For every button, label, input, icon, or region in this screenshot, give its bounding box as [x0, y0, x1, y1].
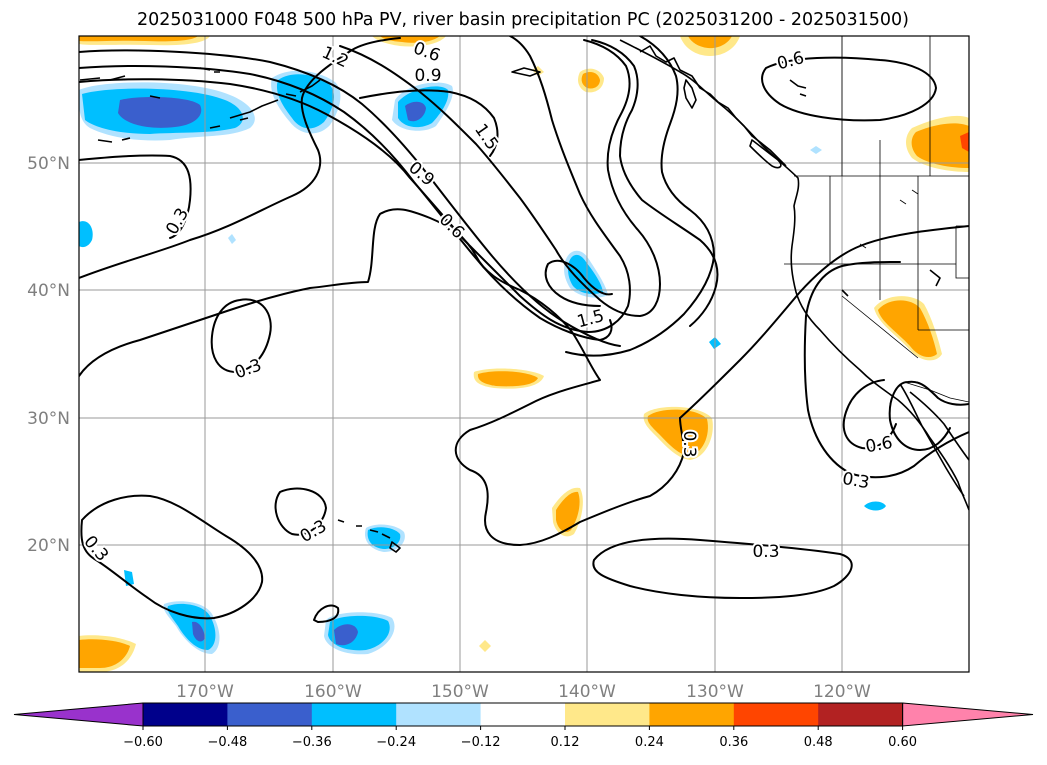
colorbar-tick-label: 0.60 [888, 735, 917, 750]
gulf-of-california [909, 391, 969, 461]
colorbar-box [396, 703, 482, 726]
contour-1.2-jet [79, 49, 621, 347]
contour-label: 0.3 [752, 542, 779, 562]
contour-0.3-sw [80, 494, 264, 620]
lat-label-50n: 50°N [27, 154, 70, 174]
small-island [789, 79, 807, 97]
colorbar-tick-label: 0.12 [551, 735, 580, 750]
contour-0.6-jet [79, 36, 631, 333]
contour-0.9-east [565, 36, 715, 357]
latitude-labels: 50°N 40°N 30°N 20°N [27, 154, 70, 556]
map-background [79, 36, 969, 672]
contour-label: 0.3 [679, 430, 699, 457]
contour-1.5-jet [339, 39, 661, 317]
contour-0.3-loop [313, 604, 340, 623]
contour-0.6-cal [842, 379, 897, 450]
map-title: 2025031000 F048 500 hPa PV, river basin … [137, 10, 909, 30]
colorbar-tick-label: −0.36 [292, 735, 332, 750]
contour-0.3-main [79, 154, 192, 239]
pv-contours [79, 36, 969, 623]
colorbar-tick-label: −0.12 [461, 735, 501, 750]
negative-region-158w-core [334, 624, 358, 646]
contour-0.3-cal [803, 261, 969, 479]
lon-label-120w: 120°W [813, 682, 871, 702]
positive-region-small [479, 640, 491, 652]
positive-region-ne [911, 123, 969, 168]
colorbar-box [480, 703, 566, 726]
lon-label-160w: 160°W [304, 682, 362, 702]
positive-region-sw [79, 639, 130, 668]
negative-region-168w-core [192, 621, 205, 642]
alaska-panhandle-islands [639, 45, 787, 167]
lon-label-170w: 170°W [176, 682, 234, 702]
positive-region-141w [581, 72, 600, 89]
map-frame [78, 35, 970, 673]
positive-region-148w [477, 371, 538, 387]
contour-label: 0.3 [841, 469, 871, 493]
colorbar: −0.60 −0.48 −0.36 −0.24 −0.12 0.12 0.24 0.36 0.4… [13, 702, 1034, 750]
colorbar-tick-label: −0.48 [207, 735, 247, 750]
colorbar-outline [142, 702, 904, 727]
us-mexico-border [903, 381, 969, 403]
positive-region-142w [556, 491, 580, 532]
lon-label-150w: 150°W [431, 682, 489, 702]
positive-region-top-left [79, 36, 198, 42]
colorbar-tick-label: −0.60 [123, 735, 163, 750]
negative-region-small [810, 146, 822, 154]
colorbar-extend-min [13, 702, 144, 727]
hawaii-islands [337, 519, 401, 553]
contour-0.9-jet [79, 65, 613, 341]
lon-label-130w: 130°W [686, 682, 744, 702]
contour-0.6-ne [761, 56, 937, 122]
colorbar-box [649, 703, 735, 726]
colorbar-tick-label: 0.48 [804, 735, 833, 750]
colorbar-tick-label: 0.36 [719, 735, 748, 750]
negative-region-140w [568, 254, 603, 294]
longitude-labels: 170°W 160°W 150°W 140°W 130°W 120°W [176, 682, 871, 702]
negative-region-west-edge [79, 221, 93, 248]
negative-region-153w-core [405, 101, 426, 122]
vancouver-island [749, 139, 782, 169]
contour-0.3-se [592, 537, 853, 599]
colorbar-extend-max [902, 702, 1034, 727]
lat-label-40n: 40°N [27, 281, 70, 301]
haida-gwaii [683, 79, 697, 109]
lat-label-20n: 20°N [27, 536, 70, 556]
contour-0.3-loop [210, 298, 272, 373]
colorbar-box [565, 703, 650, 726]
small-island [511, 67, 541, 77]
contour-1.5-loop [544, 259, 613, 307]
colorbar-box [227, 703, 313, 726]
graticule [79, 36, 969, 672]
small-island [841, 269, 941, 297]
contour-0.6-cal [888, 380, 969, 451]
contour-0.3-south [79, 208, 685, 546]
colorbar-box [818, 703, 904, 726]
lat-label-30n: 30°N [27, 409, 70, 429]
contour-0.3-loop [274, 487, 327, 536]
colorbar-tick-label: 0.24 [635, 735, 664, 750]
negative-region-small [864, 501, 886, 511]
negative-region-160w [276, 74, 335, 129]
colorbar-box [311, 703, 397, 726]
contour-1.5-inner [359, 89, 499, 157]
contour-0.3-east [679, 225, 969, 419]
positive-region-california [878, 300, 937, 358]
negative-region-small [228, 234, 236, 244]
lon-label-140w: 140°W [558, 682, 616, 702]
canada-provinces [841, 36, 931, 176]
colorbar-box [733, 703, 819, 726]
positive-region-ne-core [960, 132, 969, 152]
contour-0.3-main [79, 37, 401, 279]
negative-region-nw-core [118, 97, 202, 128]
aleutian-islands [79, 75, 321, 143]
colorbar-tick-label: −0.24 [376, 735, 416, 750]
positive-region-top-130w [688, 36, 732, 49]
positive-region-132w [647, 409, 708, 456]
contour-label: 0.9 [414, 66, 441, 86]
contour-1.5-east [591, 39, 719, 327]
colorbar-box [143, 703, 228, 726]
